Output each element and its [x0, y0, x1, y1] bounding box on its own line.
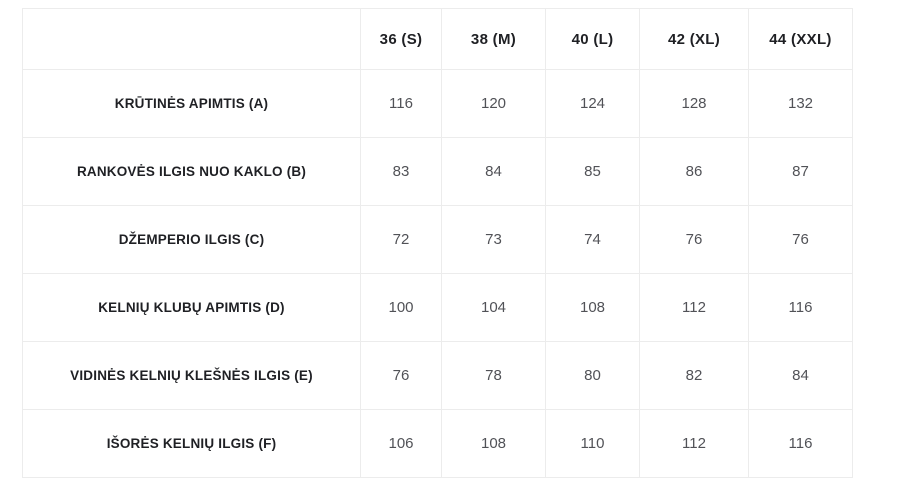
size-value-cell: 116	[748, 273, 853, 342]
size-value-cell: 108	[545, 273, 640, 342]
row-label: RANKOVĖS ILGIS NUO KAKLO (B)	[22, 137, 361, 206]
size-value-cell: 110	[545, 409, 640, 478]
row-label: IŠORĖS KELNIŲ ILGIS (F)	[22, 409, 361, 478]
size-value-cell: 76	[360, 341, 442, 410]
size-value-cell: 84	[748, 341, 853, 410]
row-label: DŽEMPERIO ILGIS (C)	[22, 205, 361, 274]
size-column-header-36s: 36 (S)	[360, 8, 442, 70]
size-value-cell: 104	[441, 273, 546, 342]
size-value-cell: 128	[639, 69, 749, 138]
size-value-cell: 86	[639, 137, 749, 206]
size-value-cell: 82	[639, 341, 749, 410]
size-value-cell: 120	[441, 69, 546, 138]
size-value-cell: 84	[441, 137, 546, 206]
size-value-cell: 76	[639, 205, 749, 274]
size-value-cell: 112	[639, 409, 749, 478]
size-column-header-42xl: 42 (XL)	[639, 8, 749, 70]
size-value-cell: 124	[545, 69, 640, 138]
table-row-sleeve: RANKOVĖS ILGIS NUO KAKLO (B) 83 84 85 86…	[22, 137, 853, 206]
table-row-jumper-length: DŽEMPERIO ILGIS (C) 72 73 74 76 76	[22, 205, 853, 274]
table-row-chest: KRŪTINĖS APIMTIS (A) 116 120 124 128 132	[22, 69, 853, 138]
size-value-cell: 76	[748, 205, 853, 274]
size-value-cell: 74	[545, 205, 640, 274]
size-value-cell: 100	[360, 273, 442, 342]
size-value-cell: 73	[441, 205, 546, 274]
size-column-header-38m: 38 (M)	[441, 8, 546, 70]
size-value-cell: 83	[360, 137, 442, 206]
size-value-cell: 78	[441, 341, 546, 410]
corner-cell	[22, 8, 361, 70]
size-value-cell: 112	[639, 273, 749, 342]
row-label: KELNIŲ KLUBŲ APIMTIS (D)	[22, 273, 361, 342]
size-value-cell: 108	[441, 409, 546, 478]
size-value-cell: 132	[748, 69, 853, 138]
table-row-outer-leg: IŠORĖS KELNIŲ ILGIS (F) 106 108 110 112 …	[22, 409, 853, 478]
size-value-cell: 80	[545, 341, 640, 410]
row-label: KRŪTINĖS APIMTIS (A)	[22, 69, 361, 138]
size-column-header-44xxl: 44 (XXL)	[748, 8, 853, 70]
size-chart-table: 36 (S) 38 (M) 40 (L) 42 (XL) 44 (XXL) KR…	[22, 8, 853, 478]
size-value-cell: 85	[545, 137, 640, 206]
size-value-cell: 87	[748, 137, 853, 206]
row-label: VIDINĖS KELNIŲ KLEŠNĖS ILGIS (E)	[22, 341, 361, 410]
table-row-inseam: VIDINĖS KELNIŲ KLEŠNĖS ILGIS (E) 76 78 8…	[22, 341, 853, 410]
size-value-cell: 106	[360, 409, 442, 478]
size-value-cell: 116	[360, 69, 442, 138]
size-column-header-40l: 40 (L)	[545, 8, 640, 70]
table-row-hip: KELNIŲ KLUBŲ APIMTIS (D) 100 104 108 112…	[22, 273, 853, 342]
size-value-cell: 72	[360, 205, 442, 274]
size-header-row: 36 (S) 38 (M) 40 (L) 42 (XL) 44 (XXL)	[22, 8, 853, 70]
size-value-cell: 116	[748, 409, 853, 478]
